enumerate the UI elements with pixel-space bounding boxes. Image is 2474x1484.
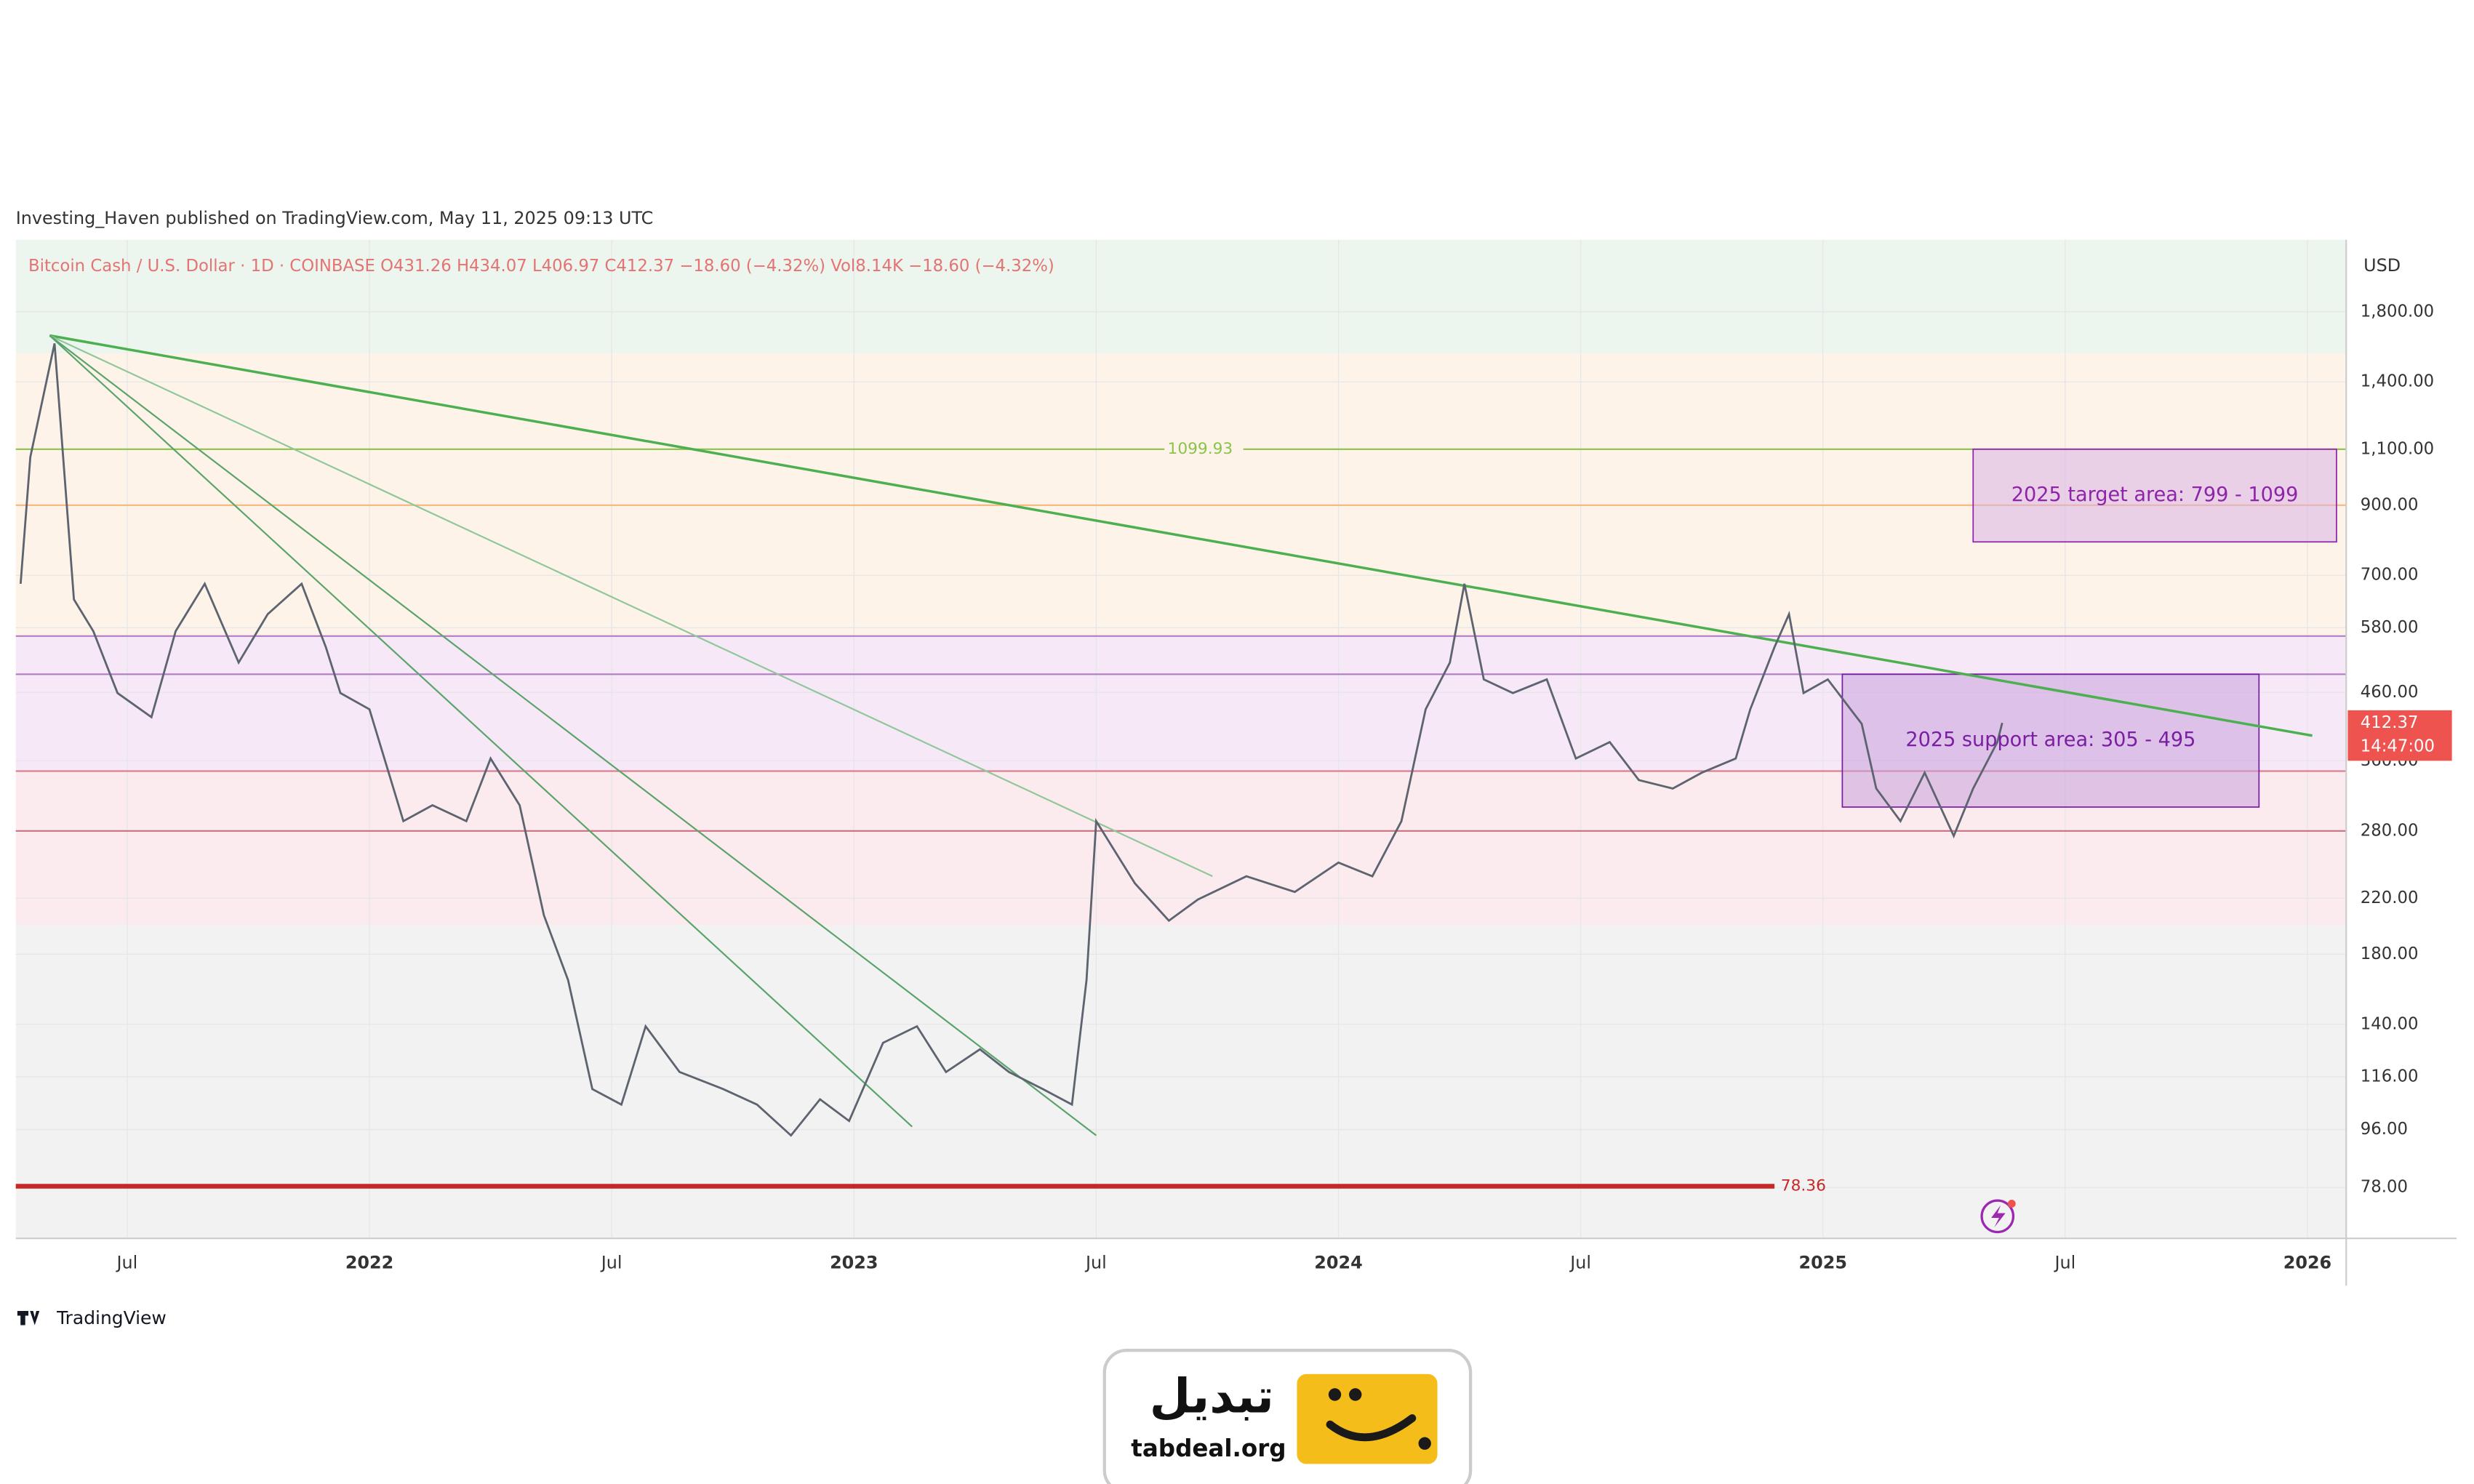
price-line xyxy=(19,343,2003,1137)
trend-line xyxy=(49,334,2313,737)
y-axis-unit: USD xyxy=(2363,255,2401,276)
annotation-box xyxy=(1972,448,2337,543)
x-tick-label: 2026 xyxy=(2283,1252,2331,1272)
y-tick-label: 180.00 xyxy=(2361,944,2419,963)
y-tick-label: 580.00 xyxy=(2361,618,2419,637)
plot-area: 1099.93 78.36 2025 target area: 799 - 1099… xyxy=(15,239,2347,1239)
last-price-tag xyxy=(2347,710,2452,761)
y-tick-label: 1,800.00 xyxy=(2361,302,2434,321)
x-tick-label: Jul xyxy=(1569,1252,1591,1272)
y-tick-label: 280.00 xyxy=(2361,821,2419,840)
y-tick-label: 1,100.00 xyxy=(2361,439,2434,458)
y-tick-label: 700.00 xyxy=(2361,566,2419,585)
y-tick-label: 116.00 xyxy=(2361,1067,2419,1086)
alert-icon xyxy=(1980,1199,2016,1234)
x-tick-label: Jul xyxy=(1084,1252,1107,1272)
x-tick-label: Jul xyxy=(116,1252,138,1272)
level-label: 1099.93 xyxy=(1168,440,1233,458)
y-tick-label: 78.00 xyxy=(2361,1178,2408,1197)
published-note: Investing_Haven published on TradingView… xyxy=(16,208,654,228)
y-tick-label: 140.00 xyxy=(2361,1014,2419,1033)
annotation-label: 2025 support area: 305 - 495 xyxy=(1905,729,2195,751)
y-tick-label: 460.00 xyxy=(2361,683,2419,702)
brand-logo: تبدیل tabdeal.org xyxy=(1102,1349,1473,1484)
level-label-bg xyxy=(1164,439,1244,459)
x-tick-label: Jul xyxy=(2053,1252,2075,1272)
annotation-box xyxy=(1841,673,2260,808)
countdown-label: 14:47:00 xyxy=(2361,737,2435,755)
x-tick-label: 2024 xyxy=(1314,1252,1362,1272)
x-tick-label: 2025 xyxy=(1799,1252,1847,1272)
tradingview-text: TradingView xyxy=(56,1307,167,1328)
last-price-label: 412.37 xyxy=(2361,713,2419,732)
tradingview-logo: TradingView xyxy=(17,1307,167,1328)
brand-site: tabdeal.org xyxy=(1131,1435,1286,1462)
trend-line xyxy=(49,334,1213,878)
y-tick-label: 900.00 xyxy=(2361,495,2419,514)
annotation-label: 2025 target area: 799 - 1099 xyxy=(2011,484,2299,506)
y-tick-label: 96.00 xyxy=(2361,1120,2408,1139)
x-tick-label: 2023 xyxy=(830,1252,878,1272)
symbol-info: Bitcoin Cash / U.S. Dollar · 1D · COINBA… xyxy=(28,257,1054,276)
background-band xyxy=(15,239,2347,354)
background-band xyxy=(15,353,2347,636)
x-tick-label: 2022 xyxy=(345,1252,393,1272)
level-label: 78.36 xyxy=(1781,1176,1826,1195)
brand-name: تبدیل xyxy=(1150,1370,1274,1424)
trend-line xyxy=(49,334,1097,1136)
y-tick-label: 1,400.00 xyxy=(2361,372,2434,391)
y-tick-label: 220.00 xyxy=(2361,889,2419,907)
trend-line xyxy=(49,334,913,1128)
background-band xyxy=(15,924,2347,1239)
x-tick-label: Jul xyxy=(600,1252,622,1272)
